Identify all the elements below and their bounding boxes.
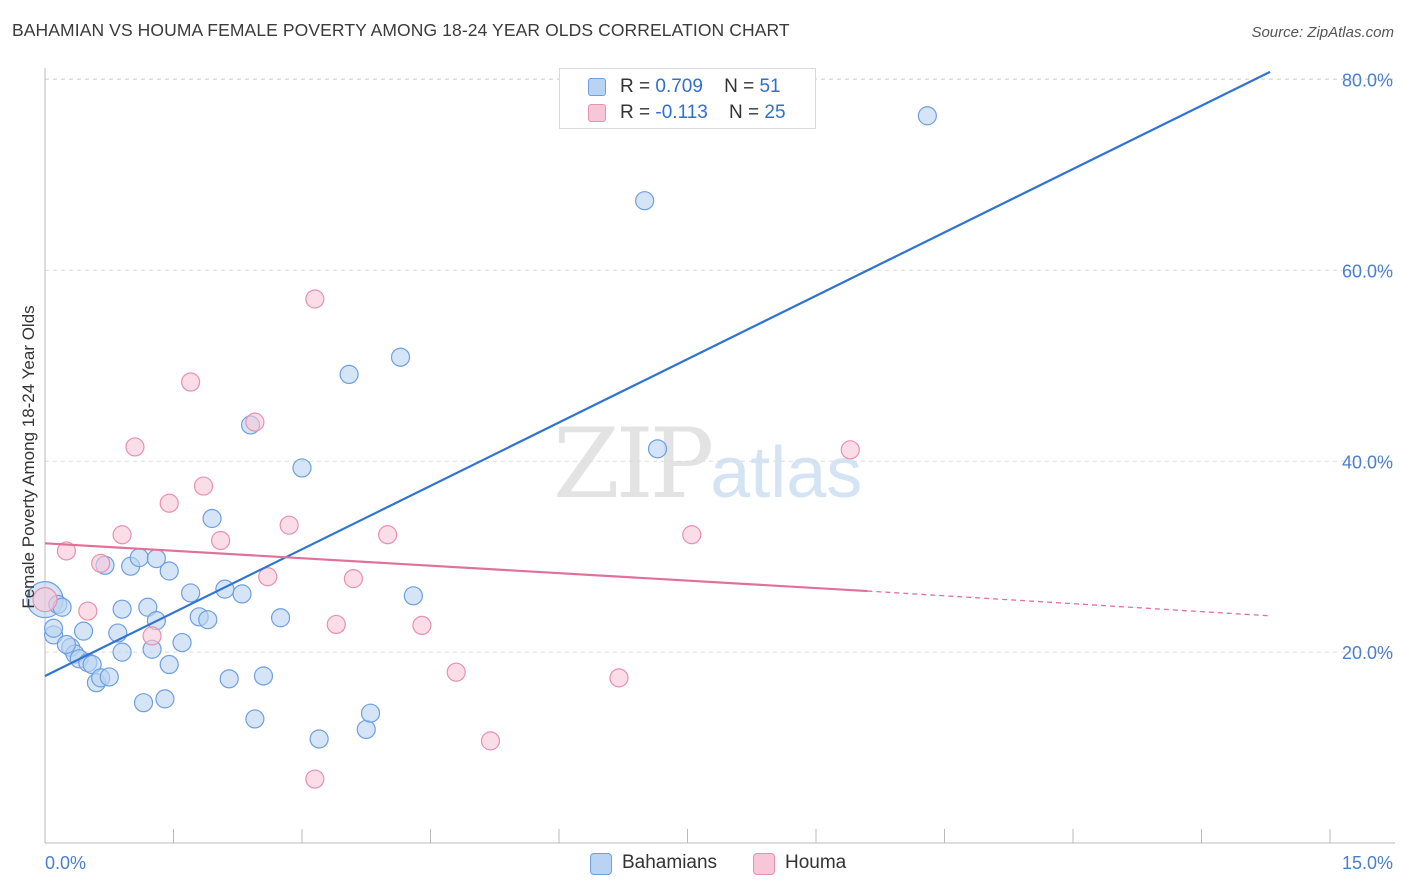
bahamian-point: [172, 632, 192, 653]
r-value: 0.709: [655, 76, 703, 97]
bahamian-point: [181, 583, 201, 603]
bahamian-point: [159, 561, 179, 581]
chart-title: BAHAMIAN VS HOUMA FEMALE POVERTY AMONG 1…: [12, 20, 790, 40]
houma-point: [56, 541, 77, 561]
houma-point: [142, 626, 162, 646]
legend-label-bahamians: Bahamians: [622, 852, 718, 873]
y-tick-label: 20.0%: [1342, 643, 1393, 663]
houma-trend-extension: [867, 590, 1271, 617]
houma-point: [91, 553, 111, 573]
houma-point: [112, 525, 132, 545]
bahamian-point: [403, 586, 423, 606]
bahamian-point: [232, 584, 252, 604]
bahamian-point: [917, 106, 937, 126]
bahamian-point: [215, 579, 235, 599]
bahamians-swatch: [590, 853, 612, 875]
bahamian-point: [245, 709, 265, 729]
houma-point: [609, 668, 629, 688]
bahamian-point: [56, 634, 77, 655]
axis-labels: 20.0% 40.0% 60.0% 80.0% 0.0% 15.0% Female Pove…: [19, 71, 1393, 874]
n-value: 25: [764, 102, 786, 123]
houma-point: [193, 476, 214, 496]
legend-label-houma: Houma: [785, 852, 847, 873]
x-tick-label: 15.0%: [1342, 853, 1393, 873]
r-label: R =: [620, 102, 651, 123]
houma-point: [305, 769, 325, 789]
houma-point: [279, 515, 299, 535]
n-value: 51: [759, 76, 781, 97]
source-credit: Source: ZipAtlas.com: [1251, 24, 1394, 41]
r-label: R =: [620, 76, 651, 97]
houma-point: [682, 525, 702, 545]
houma-point: [326, 614, 346, 635]
bahamian-point: [129, 548, 149, 568]
houma-point: [245, 412, 265, 432]
bahamians-swatch: [588, 78, 606, 96]
bahamian-point: [270, 608, 291, 628]
bahamian-point: [647, 439, 668, 459]
bahamian-point: [138, 597, 158, 617]
houma-point: [840, 440, 860, 460]
bahamian-point: [159, 654, 179, 675]
bahamian-point: [253, 666, 274, 686]
houma-point: [211, 530, 231, 551]
r-value: -0.113: [655, 102, 708, 123]
bahamian-point: [292, 458, 312, 478]
n-label: N =: [728, 102, 760, 123]
bahamian-point: [73, 621, 94, 641]
bahamian-point: [309, 729, 329, 749]
bahamian-point: [112, 642, 132, 662]
bahamian-point: [43, 618, 64, 638]
houma-point: [343, 569, 363, 589]
y-tick-label: 60.0%: [1342, 261, 1393, 281]
bahamian-point: [356, 719, 376, 740]
bahamian-point: [198, 610, 218, 630]
data-points: [26, 106, 937, 789]
bahamian-point: [82, 654, 102, 675]
gridlines: [45, 78, 1395, 653]
houma-point: [32, 587, 58, 613]
bahamian-point: [635, 191, 655, 211]
x-tick-label: 0.0%: [45, 853, 86, 873]
y-axis-label: Female Poverty Among 18-24 Year Olds: [19, 305, 38, 608]
bahamian-point: [202, 508, 222, 529]
bahamian-point: [219, 669, 239, 689]
houma-point: [378, 525, 398, 545]
houma-point: [78, 601, 98, 621]
bahamian-point: [390, 347, 411, 367]
houma-swatch: [588, 104, 606, 122]
n-label: N =: [724, 76, 755, 97]
houma-point: [446, 662, 466, 682]
houma-point: [480, 731, 501, 751]
houma-point: [125, 437, 145, 457]
houma-point: [258, 567, 278, 587]
y-tick-label: 80.0%: [1342, 71, 1393, 91]
bahamian-point: [339, 364, 359, 385]
houma-point: [412, 615, 432, 636]
correlation-legend: R = 0.709 N = 51 R = -0.113 N = 25: [559, 68, 816, 129]
bahamian-point: [155, 689, 175, 709]
houma-point: [159, 493, 179, 513]
houma-trend-line: [44, 542, 868, 593]
bahamian-point: [112, 599, 132, 619]
trend-lines: [44, 70, 1271, 677]
bahamian-point: [133, 693, 154, 713]
y-tick-label: 40.0%: [1342, 452, 1393, 472]
houma-point: [305, 289, 325, 309]
houma-point: [181, 372, 201, 392]
houma-swatch: [753, 853, 775, 875]
bahamian-point: [99, 667, 119, 687]
bahamians-trend-line: [44, 70, 1271, 677]
axes: [44, 68, 1395, 844]
bahamian-point: [360, 703, 381, 723]
